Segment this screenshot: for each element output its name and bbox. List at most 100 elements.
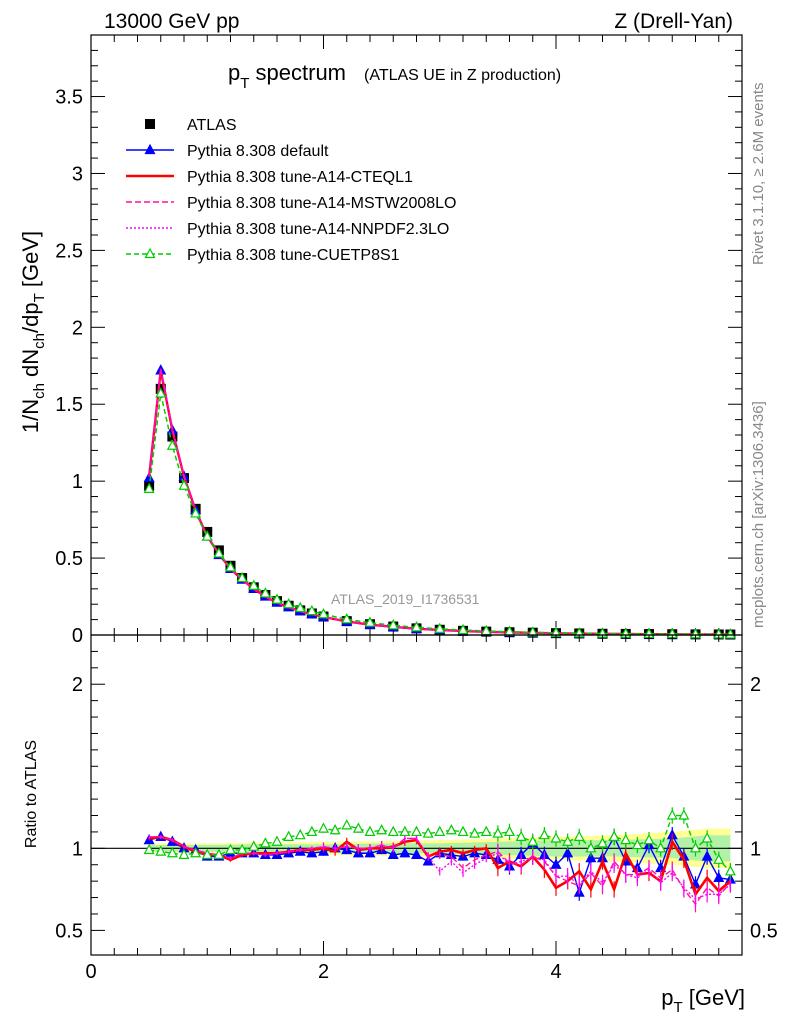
y-tick-label: 2 bbox=[72, 317, 83, 339]
ratio-marker-5 bbox=[690, 842, 701, 853]
ratio-frame bbox=[90, 634, 743, 956]
ratio-marker-5 bbox=[225, 843, 236, 855]
ratio-marker-5 bbox=[329, 823, 341, 835]
ratio-marker-5 bbox=[724, 865, 736, 876]
ratio-marker-5 bbox=[283, 830, 295, 841]
legend-marker-1 bbox=[144, 143, 156, 155]
y-tick-label: 3.5 bbox=[55, 87, 83, 109]
ratio-marker-5 bbox=[515, 830, 527, 841]
ratio-marker-5 bbox=[364, 825, 376, 837]
mc-marker-5 bbox=[724, 628, 736, 639]
title-main: p bbox=[228, 60, 240, 85]
ratio-marker-5 bbox=[306, 825, 318, 837]
legend-label: Pythia 8.308 tune-A14-NNPDF2.3LO bbox=[187, 221, 449, 238]
x-tick-label: 4 bbox=[550, 961, 561, 983]
ratio-y-tick-label-right: 2 bbox=[750, 674, 761, 696]
ratio-marker-5 bbox=[678, 809, 690, 820]
mc-marker-5 bbox=[213, 547, 225, 558]
legend-marker-atlas bbox=[145, 119, 155, 129]
x-tick-label: 0 bbox=[85, 961, 96, 983]
header-left: 13000 GeV pp bbox=[104, 10, 239, 33]
ratio-marker-1 bbox=[399, 846, 411, 858]
ratio-marker-5 bbox=[434, 825, 446, 837]
ratio-plot-area: 0.5 0.5 1 1 2 2 0 2 4 bbox=[55, 635, 778, 983]
y-tick-label: 2.5 bbox=[55, 240, 83, 262]
mc-marker-5 bbox=[434, 622, 446, 633]
mc-marker-5 bbox=[306, 604, 318, 616]
mc-marker-5 bbox=[387, 619, 399, 630]
legend: ATLAS Pythia 8.308 default Pythia 8.308 tu… bbox=[126, 117, 456, 264]
y-tick-label: 1 bbox=[72, 471, 83, 493]
mc-marker-5 bbox=[259, 587, 271, 598]
ratio-marker-5 bbox=[155, 845, 167, 856]
ratio-marker-5 bbox=[492, 827, 504, 838]
mc-marker-5 bbox=[143, 482, 155, 493]
ratio-marker-5 bbox=[178, 848, 190, 859]
watermark: ATLAS_2019_I1736531 bbox=[331, 591, 480, 607]
mc-marker-5 bbox=[236, 571, 248, 583]
ratio-marker-5 bbox=[504, 825, 515, 837]
ratio-marker-5 bbox=[271, 835, 283, 846]
legend-label: Pythia 8.308 tune-A14-MSTW2008LO bbox=[187, 195, 456, 212]
ratio-marker-5 bbox=[538, 828, 550, 840]
ratio-marker-5 bbox=[643, 833, 655, 845]
ratio-marker-5 bbox=[236, 843, 248, 855]
ratio-marker-5 bbox=[387, 825, 399, 837]
ylabel-main: 1/Nch dNch/dpT [GeV] bbox=[18, 231, 48, 433]
mc-marker-5 bbox=[178, 479, 190, 490]
main-plot-area: 0 0.5 1 1.5 2 2.5 3 3.5 bbox=[55, 35, 743, 647]
mcplots-label: mcplots.cern.ch [arXiv:1306.3436] bbox=[750, 401, 767, 628]
ratio-y-tick-label-left: 2 bbox=[72, 674, 83, 696]
mc-marker-5 bbox=[294, 601, 306, 613]
legend-label: Pythia 8.308 tune-CUETP8S1 bbox=[187, 247, 400, 264]
ratio-marker-5 bbox=[608, 830, 620, 841]
ratio-marker-1 bbox=[306, 846, 318, 858]
ratio-marker-5 bbox=[469, 827, 481, 838]
ratio-marker-5 bbox=[573, 830, 585, 841]
rivet-label: Rivet 3.1.10, ≥ 2.6M events bbox=[750, 83, 767, 266]
mc-marker-5 bbox=[190, 507, 202, 518]
mc-line-5 bbox=[148, 393, 731, 636]
ratio-marker-1 bbox=[713, 871, 725, 882]
ratio-marker-5 bbox=[201, 848, 213, 859]
ratio-marker-5 bbox=[376, 823, 388, 835]
mc-marker-5 bbox=[364, 616, 376, 627]
ratio-y-tick-label-left: 0.5 bbox=[55, 920, 83, 942]
ratio-marker-5 bbox=[213, 848, 225, 859]
mc-marker-5 bbox=[225, 561, 236, 572]
mc-marker-5 bbox=[457, 623, 469, 635]
y-tick-label: 1.5 bbox=[55, 394, 83, 416]
mc-marker-5 bbox=[201, 530, 213, 541]
ratio-marker-5 bbox=[631, 838, 643, 850]
ratio-marker-5 bbox=[352, 822, 364, 833]
header-right: Z (Drell-Yan) bbox=[614, 10, 733, 33]
mc-marker-5 bbox=[155, 387, 167, 398]
ratio-marker-5 bbox=[527, 835, 539, 846]
ratio-marker-1 bbox=[701, 850, 713, 861]
mc-marker-5 bbox=[283, 597, 295, 609]
atlas-data-point bbox=[167, 431, 178, 442]
ratio-marker-5 bbox=[294, 828, 306, 840]
mc-marker-1 bbox=[143, 471, 155, 483]
ratio-marker-1 bbox=[387, 848, 399, 859]
legend-label: Pythia 8.308 tune-A14-CTEQL1 bbox=[187, 169, 413, 186]
legend-label: Pythia 8.308 default bbox=[187, 143, 329, 160]
ratio-marker-5 bbox=[341, 819, 353, 830]
ratio-marker-1 bbox=[411, 848, 422, 859]
ratio-marker-5 bbox=[713, 853, 725, 864]
ratio-marker-5 bbox=[411, 825, 422, 837]
plot-title: pT spectrum (ATLAS UE in Z production) bbox=[228, 60, 561, 92]
ratio-marker-1 bbox=[585, 851, 597, 863]
ratio-y-tick-label-right: 1 bbox=[750, 838, 761, 860]
ratio-marker-5 bbox=[550, 832, 562, 843]
x-tick-label: 2 bbox=[318, 961, 329, 983]
ratio-marker-5 bbox=[318, 822, 329, 833]
ratio-marker-5 bbox=[190, 846, 202, 858]
ratio-marker-5 bbox=[666, 809, 678, 820]
mc-marker-5 bbox=[166, 439, 178, 450]
ratio-marker-5 bbox=[655, 842, 667, 853]
title-main-sub: T bbox=[240, 75, 249, 92]
mc-marker-5 bbox=[411, 621, 422, 632]
ylabel-ratio: Ratio to ATLAS bbox=[23, 740, 40, 848]
